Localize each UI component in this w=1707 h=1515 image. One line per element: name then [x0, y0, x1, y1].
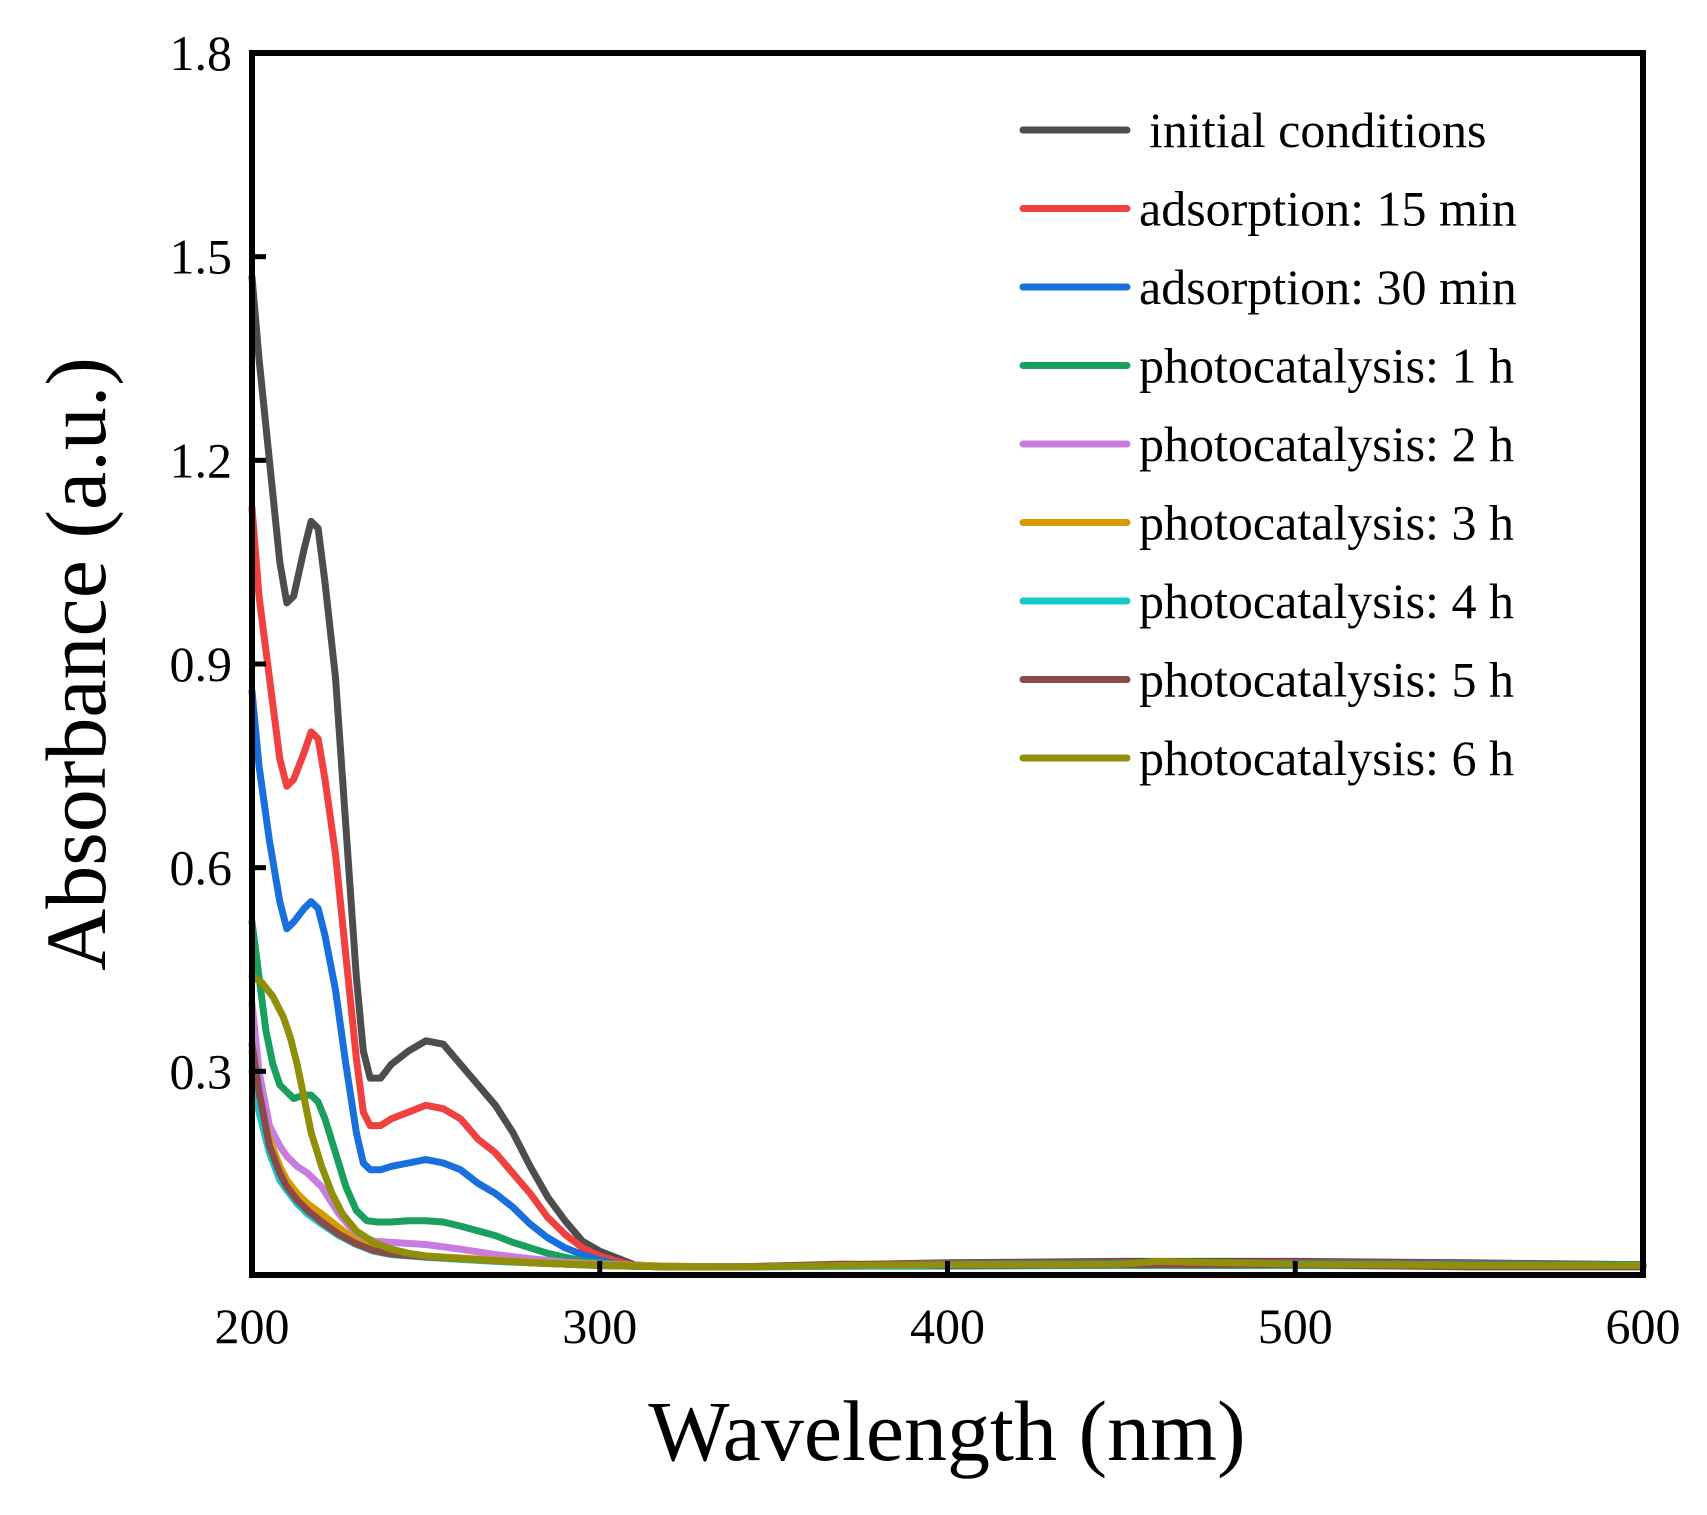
legend-label-6: photocatalysis: 3 h	[1139, 495, 1514, 551]
series-line-9	[248, 972, 1647, 1271]
legend-label-5: photocatalysis: 2 h	[1139, 416, 1514, 472]
y-tick-label: 1.2	[170, 432, 233, 488]
y-tick-label: 1.8	[170, 25, 233, 81]
legend-label-1: initial conditions	[1149, 102, 1486, 158]
x-tick-label: 200	[215, 1298, 290, 1354]
legend-label-9: photocatalysis: 6 h	[1139, 730, 1514, 786]
tick-layer: 200 300 400 500 600 0.3 0.6 0.9 1.2 1.5 1.8	[170, 25, 1681, 1354]
x-tick-label: 500	[1258, 1298, 1333, 1354]
legend-label-2: adsorption: 15 min	[1139, 181, 1517, 237]
y-tick-label: 0.9	[170, 636, 233, 692]
x-axis-title: Wavelength (nm)	[648, 1383, 1245, 1479]
series-line-6	[248, 1047, 1647, 1271]
series-line-4	[248, 918, 1647, 1271]
legend: initial conditions adsorption: 15 min adso…	[1019, 102, 1517, 786]
x-tick-label: 400	[910, 1298, 985, 1354]
series-line-8	[248, 1040, 1647, 1271]
x-tick-label: 300	[562, 1298, 637, 1354]
legend-label-8: photocatalysis: 5 h	[1139, 652, 1514, 708]
x-tick-label: 600	[1606, 1298, 1681, 1354]
legend-label-3: adsorption: 30 min	[1139, 259, 1517, 315]
y-tick-label: 1.5	[170, 229, 233, 285]
y-tick-label: 0.3	[170, 1043, 233, 1099]
legend-label-4: photocatalysis: 1 h	[1139, 338, 1514, 394]
series-layer	[248, 273, 1647, 1271]
y-tick-label: 0.6	[170, 840, 233, 896]
y-axis-title: Absorbance (a.u.)	[28, 357, 124, 971]
legend-label-7: photocatalysis: 4 h	[1139, 573, 1514, 629]
